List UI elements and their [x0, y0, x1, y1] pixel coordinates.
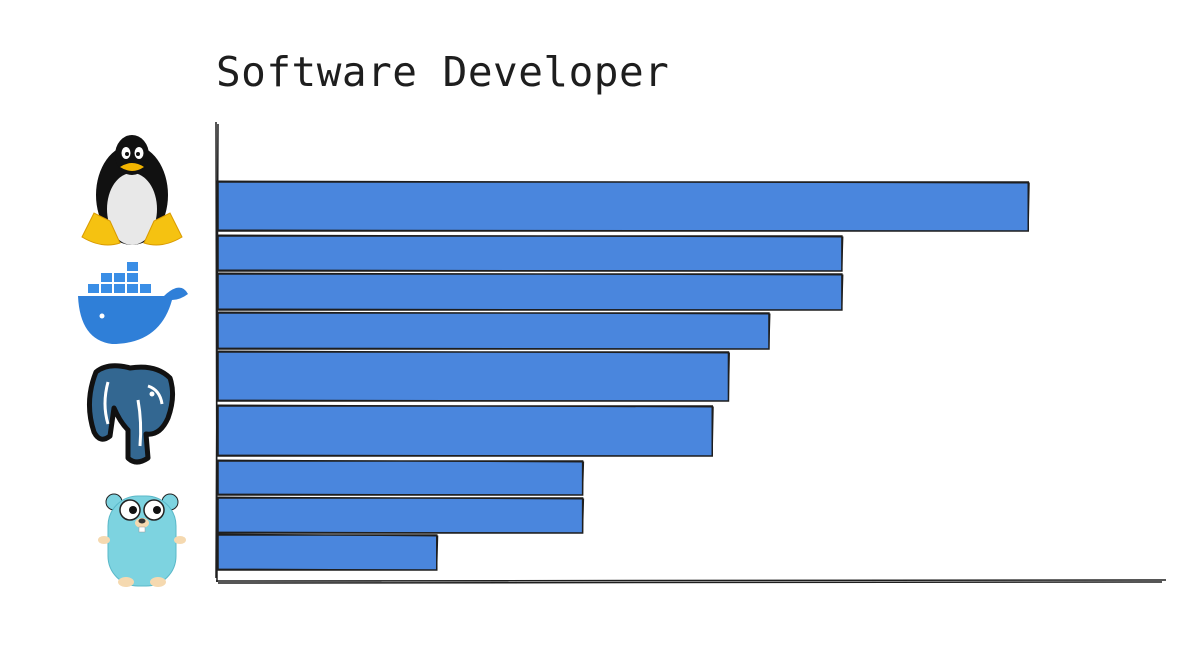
- postgresql-icon: [87, 363, 176, 465]
- go-gopher-icon: [98, 493, 186, 587]
- bar-2: [217, 235, 843, 272]
- bar-3: [217, 273, 843, 311]
- chart-title: Software Developer: [216, 48, 670, 96]
- bar-9: [217, 534, 438, 571]
- bar-4: [217, 312, 770, 350]
- bar-outline-8: [216, 496, 585, 534]
- bars-group: [216, 180, 1030, 571]
- x-axis-line: [215, 579, 1167, 584]
- bar-outline-6: [216, 404, 714, 457]
- docker-icon: [78, 262, 188, 344]
- bar-6: [217, 405, 714, 457]
- bar-5: [217, 351, 730, 402]
- bar-8: [217, 497, 584, 534]
- y-axis-line: [215, 121, 219, 583]
- linux-icon: [81, 135, 183, 246]
- bar-7: [217, 460, 584, 496]
- bar-1: [217, 181, 1030, 232]
- bar-outline-7: [216, 459, 585, 496]
- bar-outline-5: [216, 350, 730, 402]
